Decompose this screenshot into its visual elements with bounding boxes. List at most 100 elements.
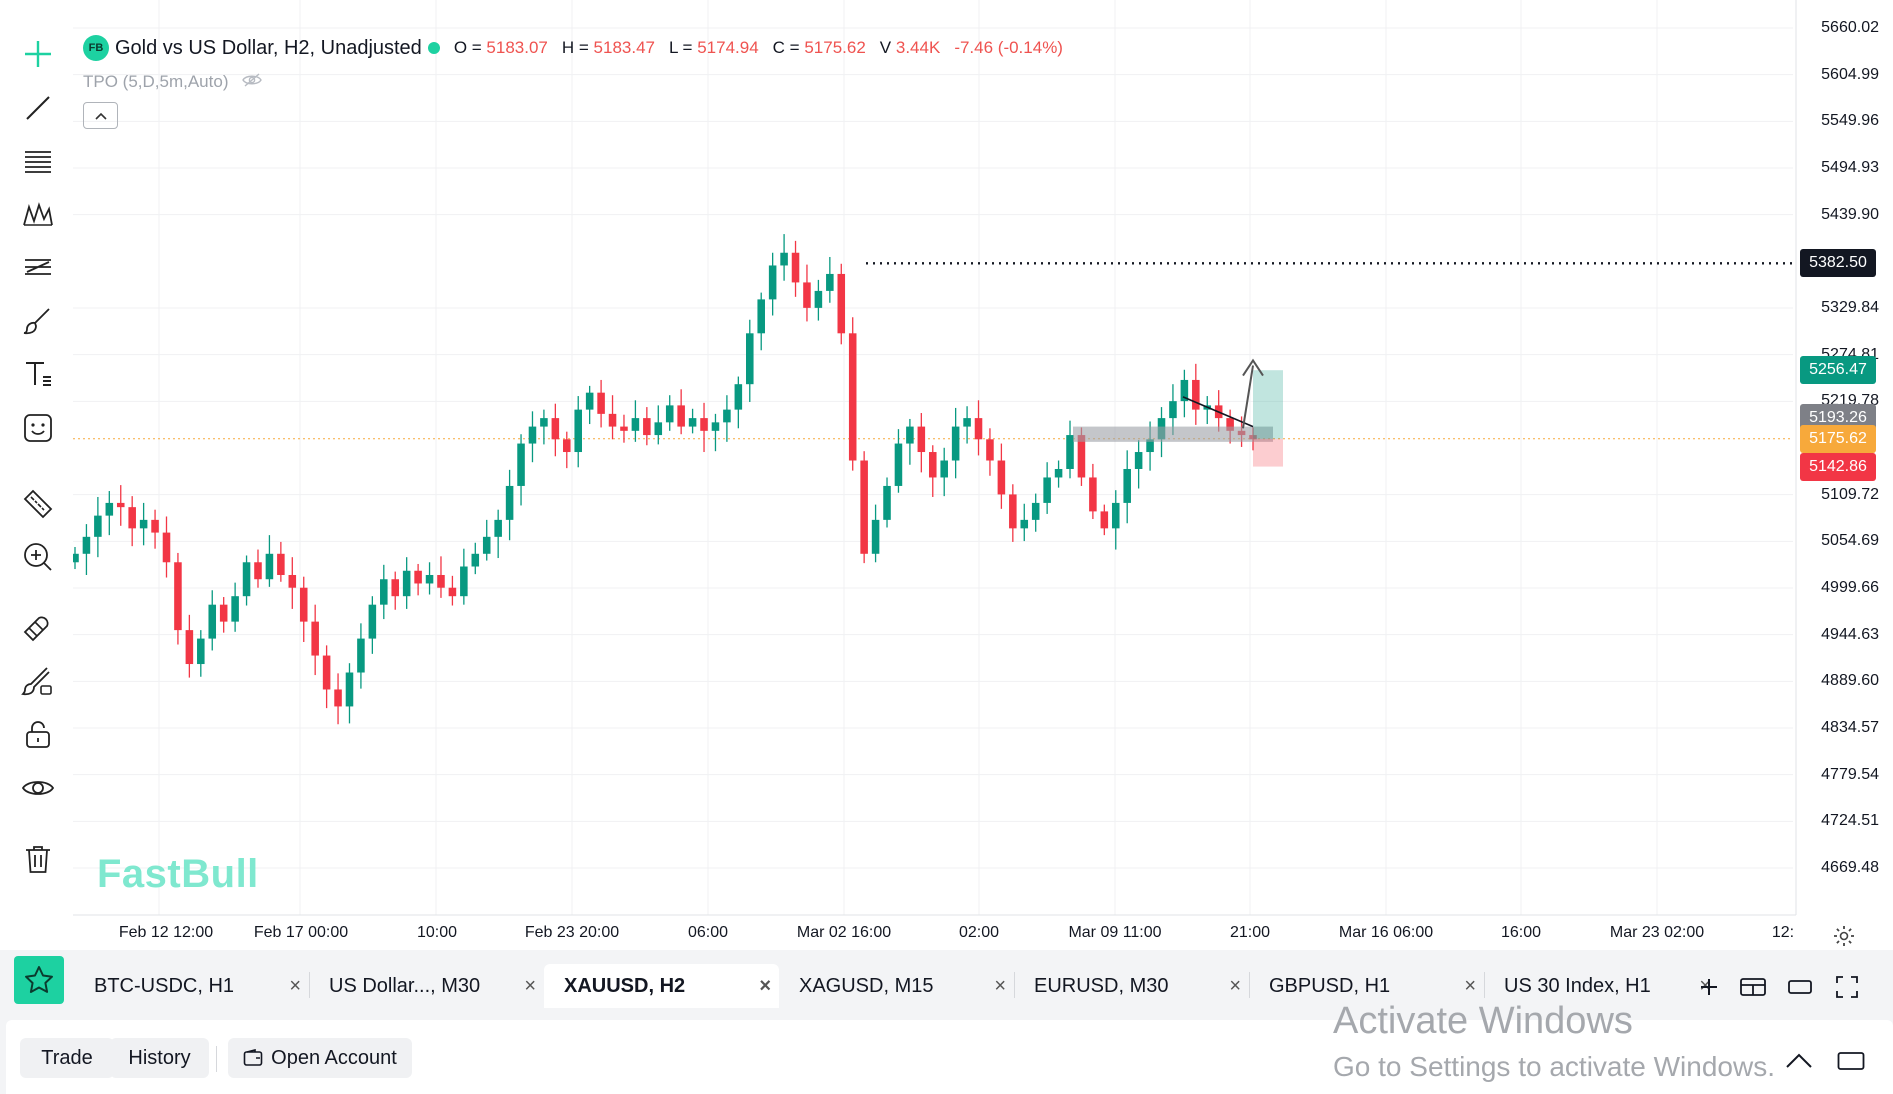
trend-line-icon[interactable]: [18, 88, 58, 128]
trash-icon[interactable]: [18, 839, 58, 879]
candle-body: [94, 515, 102, 537]
candle-body: [1180, 379, 1189, 402]
candle-body: [242, 562, 251, 597]
emoji-icon[interactable]: [18, 408, 58, 448]
candle-body: [917, 426, 926, 453]
candle-body: [1031, 502, 1040, 520]
position-target-zone: [1253, 370, 1283, 439]
candle-body: [928, 452, 937, 478]
price-tick-label: 5329.84: [1821, 299, 1879, 316]
symbol-tab[interactable]: US Dollar..., M30 ×: [309, 964, 544, 1008]
symbol-tab[interactable]: US 30 Index, H1 ×: [1484, 964, 1719, 1008]
ruler-icon[interactable]: [18, 484, 58, 524]
forecast-icon[interactable]: [18, 247, 58, 287]
candle-body: [1146, 439, 1154, 453]
candle-body: [585, 392, 594, 410]
eye-icon[interactable]: [18, 768, 58, 808]
candle-body: [505, 485, 514, 520]
symbol-tab[interactable]: XAGUSD, M15 ×: [779, 964, 1014, 1008]
candle-body: [162, 532, 171, 563]
candle-body: [197, 638, 205, 665]
close-tab-icon[interactable]: ×: [1229, 974, 1241, 997]
hidden-eye-icon[interactable]: [242, 72, 263, 92]
symbol-tab[interactable]: BTC-USDC, H1 ×: [74, 964, 309, 1008]
candle-body: [151, 519, 159, 533]
window-icon[interactable]: [1783, 970, 1817, 1004]
price-tick-label: 5054.69: [1821, 532, 1879, 550]
close-tab-icon[interactable]: ×: [524, 974, 536, 997]
close-tab-icon[interactable]: ×: [289, 974, 301, 997]
symbol-tab[interactable]: XAUUSD, H2 ×: [544, 964, 779, 1008]
indicator-legend[interactable]: TPO (5,D,5m,Auto): [83, 72, 263, 92]
star-icon: [25, 966, 53, 993]
crosshair-icon[interactable]: [18, 34, 58, 74]
price-tick-label: 5439.90: [1821, 205, 1879, 223]
brush-icon[interactable]: [18, 301, 58, 341]
candle-body: [471, 553, 480, 567]
collapse-legend-button[interactable]: [83, 102, 118, 129]
activate-title: Activate Windows: [1333, 1000, 1633, 1042]
price-tick-label: 5549.96: [1821, 112, 1879, 130]
tab-label: US 30 Index, H1: [1504, 974, 1651, 997]
candle-body: [1169, 401, 1177, 419]
candle-body: [723, 409, 731, 423]
price-tick-label: 4834.57: [1821, 719, 1879, 736]
trade-button[interactable]: Trade: [20, 1038, 114, 1078]
candle-body: [482, 536, 491, 554]
candle-body: [265, 553, 274, 580]
price-tick-label: 4669.48: [1821, 859, 1879, 876]
close-tab-icon[interactable]: ×: [994, 974, 1006, 997]
layout-icon[interactable]: [1736, 970, 1770, 1004]
open-account-button[interactable]: Open Account: [228, 1038, 412, 1078]
time-tick-label: 06:00: [687, 924, 729, 941]
wallet-icon: [243, 1049, 263, 1066]
symbol-tab[interactable]: GBPUSD, H1 ×: [1249, 964, 1484, 1008]
time-tick-label: Mar 23 02:00: [1609, 924, 1705, 941]
text-icon[interactable]: [18, 354, 58, 394]
history-button[interactable]: History: [110, 1038, 209, 1078]
chevron-up-icon: [94, 112, 107, 120]
symbol-tab[interactable]: EURUSD, M30 ×: [1014, 964, 1249, 1008]
add-tab-icon[interactable]: [1692, 970, 1726, 1004]
tab-label: EURUSD, M30: [1034, 974, 1169, 997]
candle-body: [643, 418, 651, 436]
time-tick-label: 10:00: [416, 924, 458, 941]
candle-body: [277, 553, 285, 575]
pattern-icon[interactable]: [18, 194, 58, 234]
close-tab-icon[interactable]: ×: [759, 974, 771, 997]
chevron-up-icon[interactable]: [1782, 1044, 1816, 1078]
candle-body: [1134, 452, 1143, 469]
price-tag: 5142.86: [1800, 452, 1876, 481]
price-chart[interactable]: [73, 0, 1893, 950]
candle-body: [688, 418, 697, 427]
candle-body: [528, 426, 537, 444]
candle-body: [608, 413, 617, 427]
candle-body: [231, 596, 239, 622]
close-tab-icon[interactable]: ×: [1699, 974, 1711, 997]
candle-body: [414, 570, 422, 584]
chart-legend: FB Gold vs US Dollar, H2, Unadjusted O =…: [83, 34, 1063, 62]
zoom-in-icon[interactable]: [18, 537, 58, 577]
fullscreen-icon[interactable]: [1830, 970, 1864, 1004]
symbol-title[interactable]: Gold vs US Dollar, H2, Unadjusted: [115, 36, 422, 59]
candle-body: [1100, 511, 1109, 529]
tab-label: GBPUSD, H1: [1269, 974, 1391, 997]
window-restore-icon[interactable]: [1834, 1044, 1868, 1078]
candle-body: [437, 574, 445, 588]
candle-body: [322, 655, 331, 690]
chart-settings-gear-icon[interactable]: [1830, 922, 1858, 950]
fib-retracement-icon[interactable]: [18, 141, 58, 181]
candle-body: [563, 439, 571, 453]
favorites-star-button[interactable]: [14, 956, 64, 1004]
close-tab-icon[interactable]: ×: [1464, 974, 1476, 997]
chart-area[interactable]: [73, 0, 1893, 950]
trend-line-drawing: [1182, 396, 1254, 428]
tab-separator: [1249, 972, 1250, 998]
ohlc-high: H = 5183.47: [561, 38, 655, 57]
unlock-icon[interactable]: [18, 714, 58, 754]
candle-body: [1089, 477, 1097, 512]
candle-body: [757, 299, 765, 334]
lock-drawing-icon[interactable]: [18, 661, 58, 701]
magnet-icon[interactable]: [18, 607, 58, 647]
